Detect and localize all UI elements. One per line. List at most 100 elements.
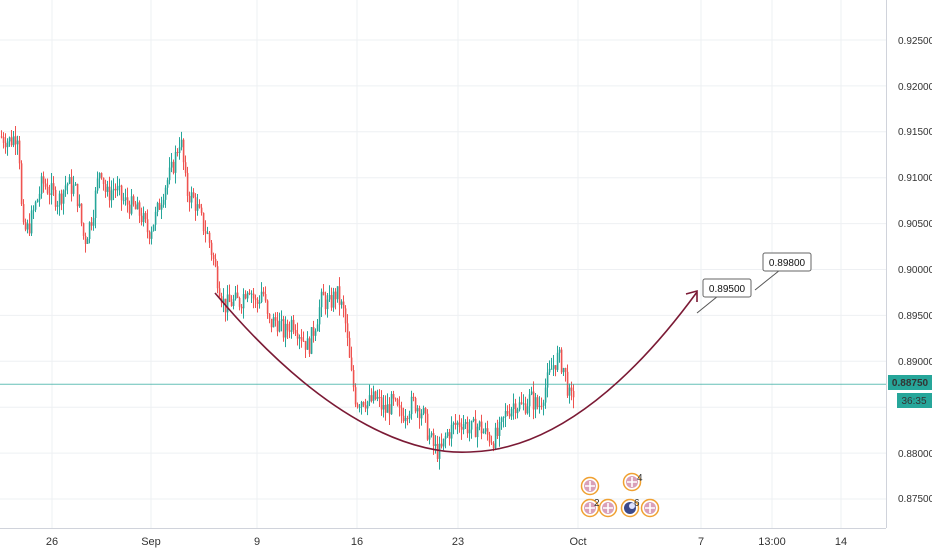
candle-body — [104, 183, 107, 192]
candle-body — [308, 338, 311, 354]
price-tick: 0.89000 — [898, 357, 932, 368]
candle-body — [180, 139, 183, 148]
candle-body — [536, 397, 539, 407]
candle-body — [364, 405, 367, 409]
candle-body — [366, 401, 369, 409]
candle-body — [68, 177, 71, 184]
candle-body — [562, 367, 565, 373]
candle-body — [212, 254, 215, 259]
candle-body — [402, 415, 405, 422]
moon-flag-icon[interactable]: 6 — [620, 498, 641, 518]
time-tick: 16 — [351, 536, 363, 548]
candle-body — [6, 141, 9, 148]
candle-body — [328, 295, 331, 300]
candle-body — [452, 422, 455, 425]
uk-flag-icon[interactable]: 4 — [622, 472, 644, 492]
candle-body — [464, 421, 467, 425]
candle-body — [228, 294, 231, 302]
candle-body — [444, 436, 447, 439]
candle-body — [36, 199, 39, 203]
candle-body — [116, 186, 119, 191]
candle-body — [148, 232, 151, 239]
price-axis[interactable]: 0.92500 0.92000 0.91500 0.91000 0.90500 … — [898, 36, 932, 505]
candle-body — [338, 286, 341, 305]
candle-body — [244, 294, 247, 299]
candle-body — [226, 294, 229, 313]
candle-body — [312, 327, 315, 336]
candle-body — [66, 183, 69, 186]
time-tick: 14 — [835, 536, 847, 548]
event-count-badge: 4 — [637, 473, 643, 484]
candle-body — [12, 136, 15, 146]
candle-body — [184, 162, 187, 173]
candle-body — [358, 407, 361, 409]
candle-body — [58, 193, 61, 206]
candle-body — [130, 196, 133, 214]
candle-body — [568, 387, 571, 396]
candle-body — [74, 183, 77, 186]
candle-body — [394, 398, 397, 400]
rounding-bottom-curve[interactable] — [214, 291, 698, 454]
candle-body — [314, 331, 317, 336]
candle-body — [126, 197, 129, 205]
uk-flag-icon[interactable] — [640, 498, 660, 518]
candle-body — [250, 293, 253, 295]
candle-body — [352, 370, 355, 388]
candle-body — [202, 212, 205, 232]
price-tick: 0.91000 — [898, 173, 932, 184]
time-tick: 13:00 — [758, 536, 786, 548]
time-tick: 26 — [46, 536, 58, 548]
candle-body — [342, 301, 345, 309]
candle-body — [318, 307, 321, 325]
candle-body — [458, 422, 461, 427]
candle-body — [290, 319, 293, 332]
candle-body — [380, 397, 383, 410]
candle-body — [286, 323, 289, 331]
uk-flag-icon[interactable] — [580, 476, 600, 496]
candle-body — [374, 391, 377, 399]
target-callout-1[interactable]: 0.89500 — [696, 278, 752, 314]
candle-body — [532, 391, 535, 410]
candle-body — [102, 177, 105, 184]
candle-body — [144, 213, 147, 220]
uk-flag-icon[interactable]: 2 — [580, 498, 601, 518]
candle-body — [360, 402, 363, 408]
candle-body — [446, 432, 449, 437]
candle-body — [122, 200, 125, 202]
candle-body — [432, 433, 435, 447]
candle-body — [62, 190, 65, 204]
candle-body — [372, 391, 375, 401]
candle-body — [298, 337, 301, 339]
candle-body — [92, 218, 95, 226]
candle-body — [302, 340, 305, 342]
candle-body — [194, 197, 197, 211]
target-label-1: 0.89500 — [709, 284, 746, 295]
candle-body — [454, 422, 457, 425]
candle-body — [166, 180, 169, 188]
candle-body — [136, 202, 139, 210]
candle-body — [252, 293, 255, 299]
candle-body — [304, 341, 307, 350]
bar-countdown: 36:35 — [901, 396, 926, 407]
time-tick: 9 — [254, 536, 260, 548]
candle-body — [240, 306, 243, 309]
target-callout-2[interactable]: 0.89800 — [754, 252, 812, 291]
candle-body — [416, 408, 419, 412]
candle-body — [466, 421, 469, 434]
uk-flag-icon[interactable] — [598, 498, 618, 518]
candle-body — [106, 186, 109, 192]
candle-body — [174, 151, 177, 173]
time-axis[interactable]: 26 Sep 9 16 23 Oct 7 13:00 14 — [46, 536, 847, 548]
candle-body — [16, 140, 19, 145]
candle-body — [168, 167, 171, 181]
candle-body — [468, 429, 471, 434]
economic-events[interactable]: 4 2 6 — [580, 472, 660, 518]
last-price-badge: 0.88750 36:35 — [888, 375, 932, 408]
candle-body — [450, 424, 453, 439]
candle-body — [420, 413, 423, 419]
candle-body — [236, 292, 239, 298]
candle-body — [274, 317, 277, 321]
time-tick: 7 — [698, 536, 704, 548]
candle-body — [382, 404, 385, 410]
